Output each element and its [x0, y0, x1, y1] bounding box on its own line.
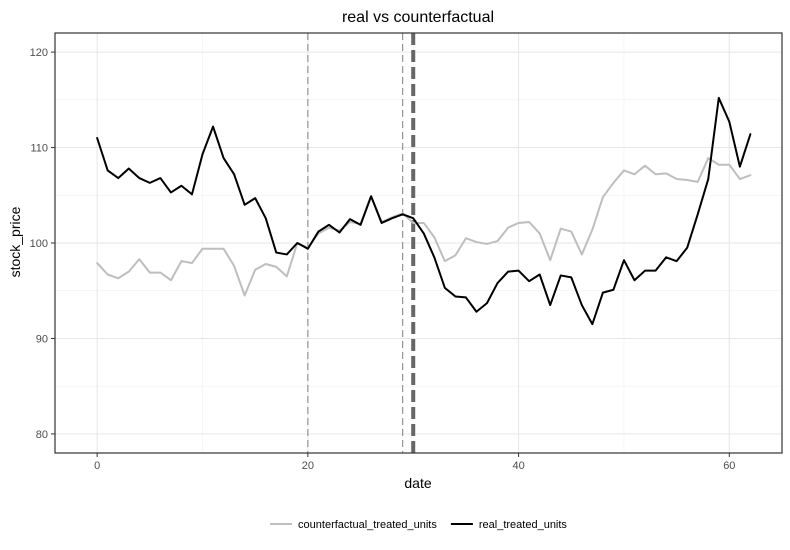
y-axis-title: stock_price — [7, 206, 23, 277]
y-tick-label: 90 — [36, 333, 48, 345]
axes: 0 20 40 60 80 90 100 110 120 — [30, 47, 736, 472]
chart-title: real vs counterfactual — [342, 9, 494, 26]
grid — [55, 33, 782, 453]
x-tick-label: 20 — [302, 460, 314, 472]
series-line-real-treated-units — [96, 96, 752, 326]
x-tick-label: 60 — [723, 460, 735, 472]
x-tick-label: 40 — [512, 460, 524, 472]
legend-label-real-treated-units: real_treated_units — [479, 519, 568, 531]
x-tick-label: 0 — [94, 460, 100, 472]
legend-label-counterfactual-treated-units: counterfactual_treated_units — [298, 519, 437, 531]
x-axis-title: date — [404, 475, 431, 491]
y-tick-label: 100 — [30, 238, 48, 250]
y-tick-label: 80 — [36, 429, 48, 441]
legend: counterfactual_treated_units real_treated… — [270, 519, 567, 531]
series-lines — [96, 96, 752, 326]
series-line-counterfactual-treated-units — [96, 157, 752, 297]
y-tick-label: 110 — [30, 143, 48, 155]
treatment-lines — [307, 33, 416, 453]
y-tick-label: 120 — [30, 47, 48, 59]
